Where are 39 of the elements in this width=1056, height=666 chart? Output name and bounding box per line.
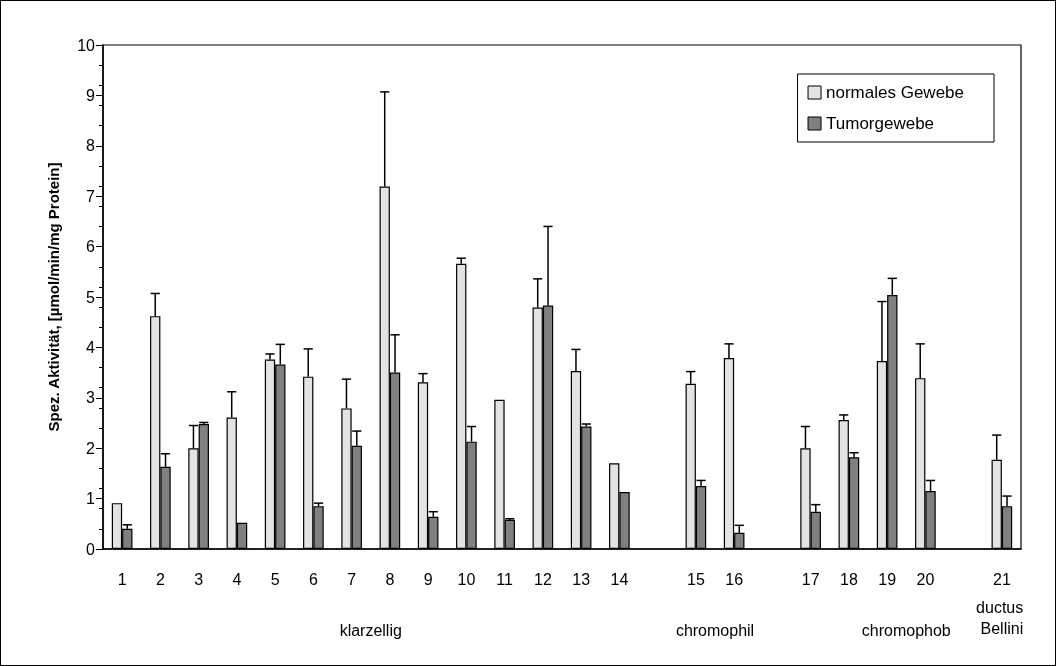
x-tick-label: 11 — [496, 570, 514, 588]
y-tick-label: 1 — [86, 490, 96, 508]
x-tick-label: 14 — [610, 570, 629, 588]
text: chromophob — [861, 621, 951, 639]
x-tick-label: 12 — [533, 570, 552, 588]
x-tick-label: 6 — [308, 570, 318, 588]
x-tick-label: 18 — [839, 570, 858, 588]
y-axis-title: Spez. Aktivität, [µmol/min/mg Protein] — [45, 162, 62, 432]
x-tick-label: 17 — [801, 570, 820, 588]
y-tick-label: 10 — [77, 36, 96, 54]
x-tick-label: 1 — [117, 570, 127, 588]
x-tick-label: 7 — [347, 570, 357, 588]
y-tick-label: 8 — [86, 137, 96, 155]
x-tick-label: 10 — [457, 570, 476, 588]
text: ductus Bellini — [976, 599, 1028, 637]
y-tick-label: 0 — [86, 540, 96, 558]
text: klarzellig — [339, 621, 402, 639]
y-tick-label: 4 — [86, 338, 96, 356]
x-tick-label: 8 — [385, 570, 395, 588]
x-tick-label: 5 — [270, 570, 280, 588]
y-tick-label: 3 — [86, 389, 96, 407]
x-tick-label: 4 — [232, 570, 242, 588]
y-tick-label: 5 — [86, 288, 96, 306]
legend-label: Tumorgewebe — [826, 114, 935, 133]
x-tick-label: 15 — [686, 570, 705, 588]
y-tick-label: 9 — [86, 86, 96, 104]
x-tick-label: 16 — [725, 570, 744, 588]
legend-label: normales Gewebe — [826, 83, 965, 102]
y-tick-label: 7 — [86, 187, 96, 205]
x-tick-label: 9 — [423, 570, 433, 588]
x-tick-label: 3 — [194, 570, 204, 588]
x-tick-label: 13 — [572, 570, 591, 588]
text: chromophil — [675, 621, 755, 639]
x-tick-label: 20 — [916, 570, 935, 588]
x-tick-label: 2 — [155, 570, 165, 588]
y-tick-label: 6 — [86, 238, 96, 256]
x-tick-label: 21 — [992, 570, 1011, 588]
y-tick-label: 2 — [86, 439, 96, 457]
x-tick-label: 19 — [878, 570, 897, 588]
